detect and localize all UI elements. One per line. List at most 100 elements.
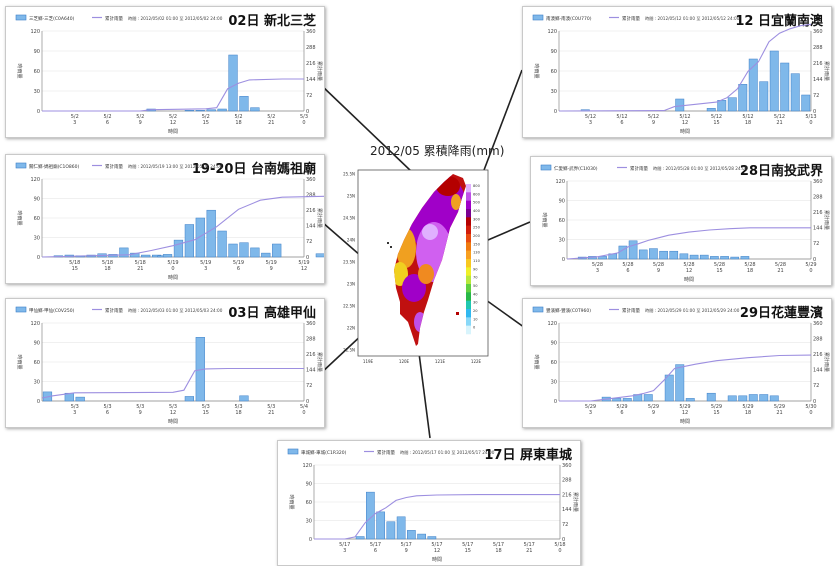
y-axis-label: 時雨量	[288, 494, 295, 509]
y2-tick-label: 72	[813, 383, 819, 389]
y2-tick-label: 288	[306, 336, 316, 342]
legend-value: 90	[473, 267, 478, 271]
period-label: 時間 : 2012/05/12 01:00 至 2012/05/12 24:00	[645, 16, 740, 22]
x-tick-label: 5/28 9	[653, 262, 664, 274]
y-tick-label: 0	[562, 257, 565, 263]
map-title: 2012/05 累積降雨(mm)	[370, 144, 505, 158]
x-tick-label: 5/12 21	[774, 114, 785, 126]
legend-value: 500	[473, 201, 481, 205]
rain-bar	[748, 394, 758, 402]
rain-bar	[195, 217, 205, 258]
y2-tick-label: 216	[813, 61, 823, 67]
legend-swatch-bar	[532, 306, 544, 313]
legend-color-step	[466, 300, 471, 310]
y2-tick-label: 144	[306, 368, 316, 374]
x-tick-label: 5/12 12	[679, 114, 690, 126]
map-lon-tick: 121E	[435, 359, 446, 364]
legend-entry: 三芝鄉-三芝(C0A640)	[29, 15, 75, 22]
x-tick-label: 5/18 21	[135, 260, 146, 272]
x-tick-label: 5/17 21	[524, 542, 535, 554]
x-tick-label: 5/2 15	[202, 114, 210, 126]
legend-color-step	[466, 209, 471, 218]
y2-tick-label: 360	[306, 321, 316, 327]
y-axis-label: 時雨量	[16, 63, 23, 78]
y-tick-label: 90	[34, 49, 40, 55]
legend-value: 600	[473, 192, 481, 196]
y2-tick-label: 144	[813, 368, 823, 374]
x-tick-label: 5/2 3	[71, 114, 79, 126]
rain-bar	[659, 250, 668, 260]
x-axis-label: 時間	[168, 419, 178, 425]
rain-bar	[738, 84, 748, 112]
x-tick-label: 5/28 21	[775, 262, 786, 274]
x-tick-label: 5/29 0	[805, 262, 816, 274]
penghu-island	[390, 246, 392, 248]
y-axis-label: 時雨量	[533, 63, 540, 78]
legend-value: 200	[473, 234, 481, 238]
y-tick-label: 30	[34, 235, 40, 241]
rain-bar	[162, 254, 173, 258]
legend-color-step	[466, 317, 471, 326]
x-tick-label: 5/3 0	[300, 114, 308, 126]
x-tick-label: 5/29 21	[774, 404, 785, 416]
rain-bar	[239, 395, 249, 402]
y-axis-label: 時雨量	[16, 210, 23, 225]
rain-bar	[173, 239, 184, 258]
rain-bar	[250, 247, 260, 258]
rain-bar	[195, 110, 205, 112]
rain-bar	[184, 110, 194, 112]
y2-tick-label: 72	[813, 241, 819, 247]
y2-tick-label: 216	[813, 352, 823, 358]
x-tick-label: 5/29 9	[648, 404, 659, 416]
chart-title: 29日花蓮豐濱	[739, 306, 823, 321]
y2-axis-label: 累計雨量	[316, 352, 323, 372]
y-tick-label: 0	[37, 109, 40, 115]
x-tick-label: 5/19 9	[266, 260, 277, 272]
y2-tick-label: 0	[813, 257, 816, 263]
y2-tick-label: 72	[306, 93, 312, 99]
y-tick-label: 30	[551, 379, 557, 385]
map-lat-tick: 22.5N	[343, 304, 355, 309]
x-tick-label: 5/3 6	[103, 404, 111, 416]
rain-bar	[239, 242, 249, 258]
y-tick-label: 120	[30, 177, 40, 183]
rain-bar	[727, 395, 737, 402]
y-tick-label: 30	[306, 518, 312, 524]
rain-bar	[622, 398, 632, 402]
x-tick-label: 5/3 21	[267, 404, 275, 416]
x-tick-label: 5/2 21	[267, 114, 275, 126]
rain-bar	[206, 109, 216, 112]
y2-tick-label: 216	[306, 352, 316, 358]
map-lat-tick: 25N	[347, 194, 355, 199]
legend-color-step	[466, 217, 471, 226]
y2-tick-label: 72	[306, 383, 312, 389]
legend-value: 300	[473, 217, 481, 221]
legend-value: 30	[473, 301, 478, 305]
legend-color-step	[466, 250, 471, 260]
map-lat-tick: 24.5N	[343, 216, 355, 221]
legend-value: 800	[473, 184, 481, 188]
y2-tick-label: 216	[562, 492, 572, 498]
rain-bar	[675, 364, 685, 402]
y-tick-label: 0	[37, 399, 40, 405]
y2-tick-label: 0	[306, 109, 309, 115]
rain-bar	[250, 107, 260, 112]
legend-value: 150	[473, 242, 481, 246]
y-tick-label: 120	[30, 321, 40, 327]
rain-bar	[679, 253, 689, 260]
y2-tick-label: 288	[306, 192, 316, 198]
legend-swatch-bar	[15, 306, 27, 313]
y2-tick-label: 360	[562, 463, 572, 469]
x-tick-label: 5/13 0	[805, 114, 816, 126]
legend-value: 250	[473, 226, 481, 230]
rain-bar	[598, 256, 607, 260]
legend-color-step	[466, 192, 471, 201]
y2-tick-label: 360	[813, 179, 823, 185]
rain-bar	[272, 243, 282, 258]
y2-tick-label: 360	[306, 177, 316, 183]
y-tick-label: 0	[309, 537, 312, 543]
rain-bar	[239, 96, 249, 112]
rain-bar	[217, 230, 227, 258]
rain-bar	[643, 394, 653, 402]
rain-bar	[727, 97, 737, 112]
